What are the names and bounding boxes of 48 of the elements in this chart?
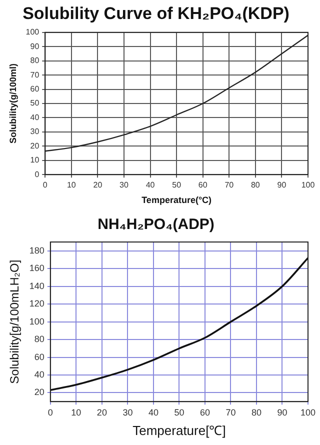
y-tick-label: 0 <box>34 170 40 179</box>
x-tick-label: 50 <box>172 180 182 190</box>
y-tick-label: 60 <box>30 84 40 94</box>
x-tick-label: 20 <box>93 180 103 190</box>
y-tick-label: 40 <box>34 369 44 380</box>
chart-title: Solubility Curve of KH₂PO₄(KDP) <box>22 4 290 23</box>
x-tick-label: 50 <box>174 407 184 418</box>
x-tick-label: 90 <box>277 180 287 190</box>
y-tick-label: 60 <box>34 352 44 362</box>
y-tick-label: 100 <box>26 28 40 37</box>
x-tick-label: 70 <box>224 180 234 190</box>
x-tick-label: 30 <box>120 180 129 190</box>
x-tick-label: 0 <box>48 407 53 418</box>
x-tick-label: 30 <box>122 407 133 418</box>
y-tick-label: 50 <box>30 98 40 108</box>
y-axis-title: Solubility(g/100ml) <box>8 63 18 144</box>
x-tick-label: 60 <box>198 180 208 190</box>
x-tick-label: 100 <box>301 180 316 190</box>
x-axis-title: Temperature(°C) <box>142 195 212 206</box>
x-tick-label: 80 <box>251 407 262 418</box>
y-tick-label: 40 <box>30 112 40 122</box>
x-tick-label: 40 <box>146 180 156 190</box>
y-tick-label: 30 <box>30 127 40 136</box>
x-tick-label: 20 <box>96 407 107 418</box>
y-tick-label: 20 <box>34 387 44 398</box>
y-tick-label: 20 <box>30 141 40 150</box>
y-tick-label: 80 <box>34 334 44 344</box>
x-tick-label: 60 <box>200 407 210 418</box>
y-tick-label: 120 <box>29 298 44 309</box>
x-tick-label: 10 <box>71 407 82 418</box>
line-series <box>50 257 308 391</box>
chart-title: NH₄H₂PO₄(ADP) <box>98 216 214 234</box>
y-tick-label: 10 <box>30 156 40 165</box>
y-axis-title: Solubility[g/100mLH₂O] <box>8 260 22 384</box>
y-tick-label: 80 <box>30 56 40 66</box>
x-tick-label: 90 <box>277 407 288 418</box>
x-tick-label: 40 <box>148 407 158 418</box>
x-tick-label: 10 <box>66 180 76 190</box>
y-tick-label: 70 <box>30 70 40 80</box>
x-tick-label: 80 <box>250 180 260 190</box>
x-tick-label: 100 <box>300 407 316 418</box>
x-tick-label: 70 <box>226 407 236 418</box>
y-tick-label: 100 <box>29 316 44 326</box>
x-axis-title: Temperature[℃] <box>132 422 226 438</box>
y-tick-label: 160 <box>29 263 44 274</box>
y-tick-label: 180 <box>29 245 44 256</box>
y-tick-label: 140 <box>29 280 44 291</box>
y-tick-label: 90 <box>30 42 40 51</box>
